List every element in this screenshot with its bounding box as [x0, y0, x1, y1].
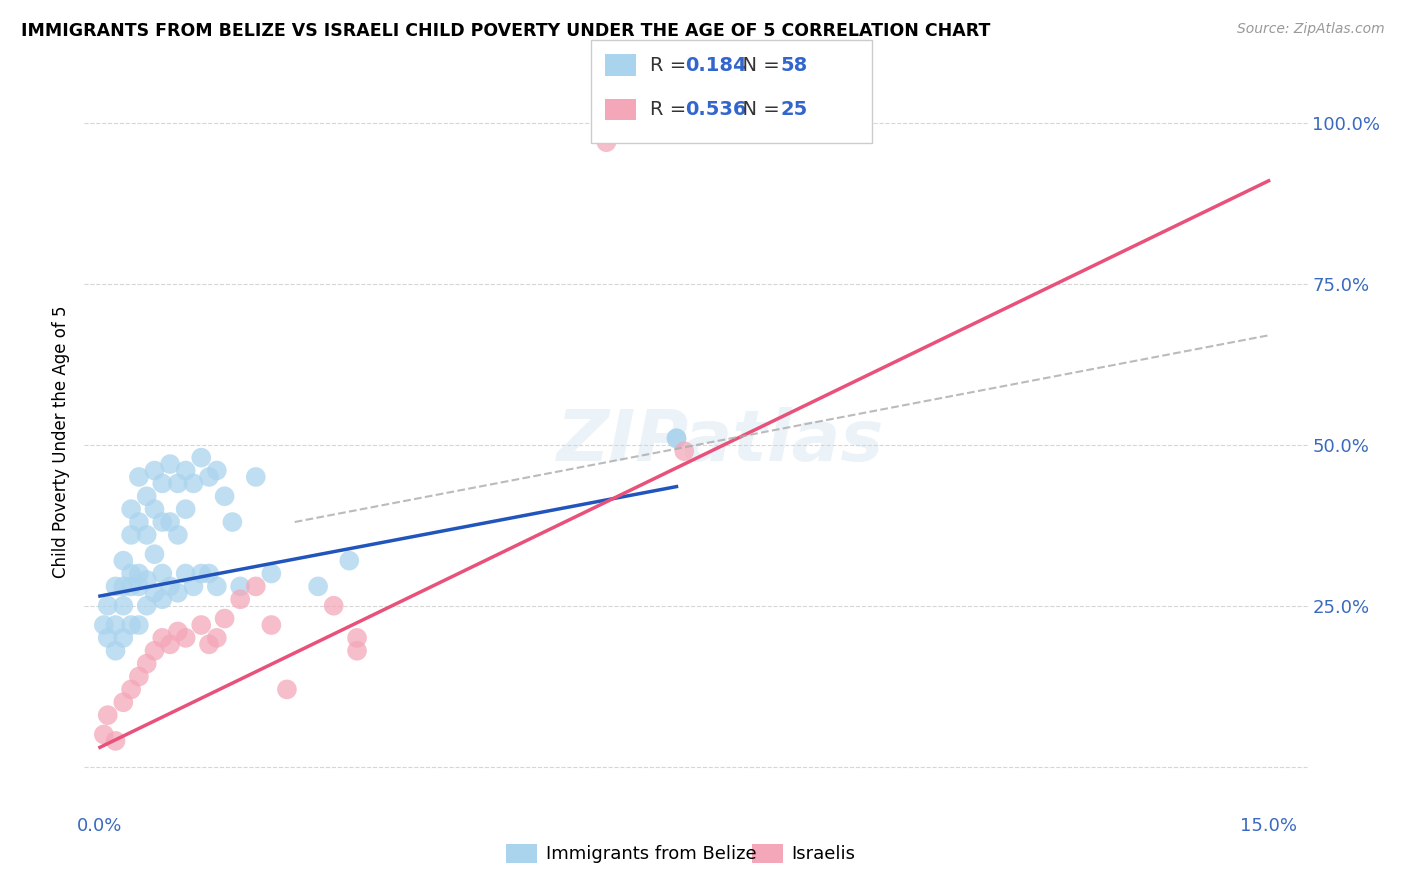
- Point: [128, 515, 150, 529]
- Point: [128, 579, 150, 593]
- Point: [190, 566, 212, 581]
- Point: [260, 618, 283, 632]
- Point: [150, 476, 173, 491]
- Point: [143, 586, 166, 600]
- Point: [174, 502, 197, 516]
- Point: [135, 657, 157, 671]
- Point: [673, 444, 696, 458]
- Point: [665, 431, 688, 445]
- Text: 0.184: 0.184: [685, 55, 747, 75]
- Point: [229, 579, 252, 593]
- Point: [174, 463, 197, 477]
- Point: [183, 579, 205, 593]
- Text: N =: N =: [730, 55, 786, 75]
- Point: [150, 592, 173, 607]
- Point: [205, 463, 228, 477]
- Point: [205, 579, 228, 593]
- Point: [159, 515, 181, 529]
- Text: N =: N =: [730, 100, 786, 120]
- Point: [307, 579, 329, 593]
- Text: Israelis: Israelis: [792, 845, 856, 863]
- Point: [150, 631, 173, 645]
- Point: [143, 547, 166, 561]
- Point: [104, 579, 127, 593]
- Point: [346, 631, 368, 645]
- Point: [135, 573, 157, 587]
- Point: [346, 644, 368, 658]
- Point: [190, 618, 212, 632]
- Point: [221, 515, 243, 529]
- Point: [198, 637, 221, 651]
- Point: [97, 708, 120, 723]
- Text: Immigrants from Belize: Immigrants from Belize: [546, 845, 756, 863]
- Point: [190, 450, 212, 465]
- Point: [214, 611, 236, 625]
- Point: [104, 734, 127, 748]
- Point: [128, 669, 150, 683]
- Point: [183, 476, 205, 491]
- Point: [112, 599, 135, 613]
- Point: [166, 624, 188, 639]
- Point: [120, 618, 142, 632]
- Point: [104, 644, 127, 658]
- Point: [143, 463, 166, 477]
- Point: [198, 566, 221, 581]
- Text: IMMIGRANTS FROM BELIZE VS ISRAELI CHILD POVERTY UNDER THE AGE OF 5 CORRELATION C: IMMIGRANTS FROM BELIZE VS ISRAELI CHILD …: [21, 22, 990, 40]
- Text: 0.536: 0.536: [685, 100, 747, 120]
- Y-axis label: Child Poverty Under the Age of 5: Child Poverty Under the Age of 5: [52, 305, 70, 578]
- Point: [665, 431, 688, 445]
- Point: [198, 470, 221, 484]
- Point: [337, 554, 360, 568]
- Point: [135, 489, 157, 503]
- Point: [120, 682, 142, 697]
- Point: [135, 599, 157, 613]
- Text: Source: ZipAtlas.com: Source: ZipAtlas.com: [1237, 22, 1385, 37]
- Point: [97, 631, 120, 645]
- Point: [128, 618, 150, 632]
- Text: 25: 25: [780, 100, 807, 120]
- Point: [104, 618, 127, 632]
- Text: R =: R =: [650, 100, 692, 120]
- Point: [245, 579, 267, 593]
- Point: [595, 135, 617, 149]
- Point: [166, 528, 188, 542]
- Point: [214, 489, 236, 503]
- Point: [229, 592, 252, 607]
- Point: [276, 682, 298, 697]
- Point: [150, 566, 173, 581]
- Point: [166, 586, 188, 600]
- Point: [93, 618, 115, 632]
- Point: [174, 631, 197, 645]
- Point: [112, 631, 135, 645]
- Point: [143, 502, 166, 516]
- Point: [322, 599, 344, 613]
- Point: [159, 579, 181, 593]
- Point: [205, 631, 228, 645]
- Point: [112, 579, 135, 593]
- Point: [150, 515, 173, 529]
- Point: [166, 476, 188, 491]
- Point: [97, 599, 120, 613]
- Text: ZIPatlas: ZIPatlas: [557, 407, 884, 476]
- Point: [135, 528, 157, 542]
- Point: [120, 502, 142, 516]
- Point: [260, 566, 283, 581]
- Point: [174, 566, 197, 581]
- Text: 58: 58: [780, 55, 807, 75]
- Text: R =: R =: [650, 55, 692, 75]
- Point: [120, 566, 142, 581]
- Point: [112, 695, 135, 709]
- Point: [120, 579, 142, 593]
- Point: [93, 727, 115, 741]
- Point: [128, 470, 150, 484]
- Point: [128, 566, 150, 581]
- Point: [143, 644, 166, 658]
- Point: [159, 457, 181, 471]
- Point: [112, 554, 135, 568]
- Point: [120, 528, 142, 542]
- Point: [159, 637, 181, 651]
- Point: [245, 470, 267, 484]
